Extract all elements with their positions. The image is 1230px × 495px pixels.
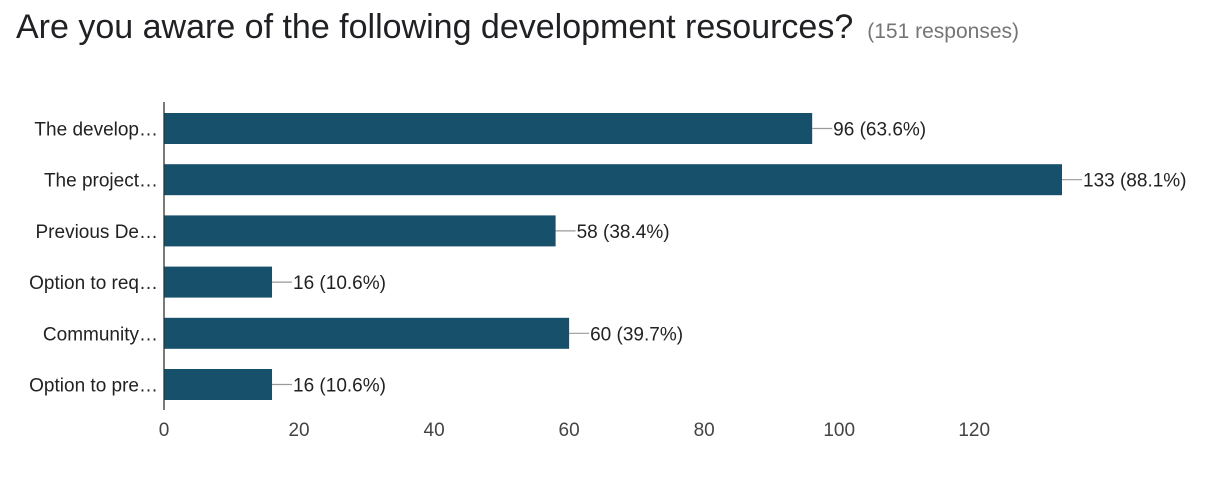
- category-label-0: The develop…: [34, 120, 158, 141]
- x-tick-label-0: 0: [159, 420, 170, 441]
- value-label-0: 96 (63.6%): [833, 120, 926, 141]
- x-tick-label-2: 40: [424, 420, 445, 441]
- category-label-4: Community…: [43, 324, 158, 345]
- category-label-1: The project…: [44, 171, 158, 192]
- bar-3: [164, 266, 273, 298]
- category-label-5: Option to pre…: [29, 376, 158, 397]
- chart-title: Are you aware of the following developme…: [16, 8, 854, 46]
- bar-1: [164, 164, 1062, 196]
- value-label-3: 16 (10.6%): [293, 273, 386, 294]
- value-label-1: 133 (88.1%): [1083, 171, 1187, 192]
- x-tick-label-4: 80: [694, 420, 715, 441]
- x-tick-label-5: 100: [823, 420, 855, 441]
- bar-0: [164, 113, 813, 144]
- category-label-2: Previous De…: [36, 222, 159, 243]
- value-label-2: 58 (38.4%): [577, 222, 670, 243]
- x-tick-label-6: 120: [958, 420, 990, 441]
- response-count: (151 responses): [867, 20, 1019, 43]
- category-label-3: Option to req…: [29, 273, 158, 294]
- x-tick-label-3: 60: [559, 420, 580, 441]
- bar-2: [164, 215, 556, 247]
- bar-4: [164, 317, 570, 349]
- bar-5: [164, 369, 273, 400]
- value-label-4: 60 (39.7%): [590, 324, 683, 345]
- value-label-5: 16 (10.6%): [293, 376, 386, 397]
- x-tick-label-1: 20: [288, 420, 309, 441]
- chart-header: Are you aware of the following developme…: [16, 8, 1019, 47]
